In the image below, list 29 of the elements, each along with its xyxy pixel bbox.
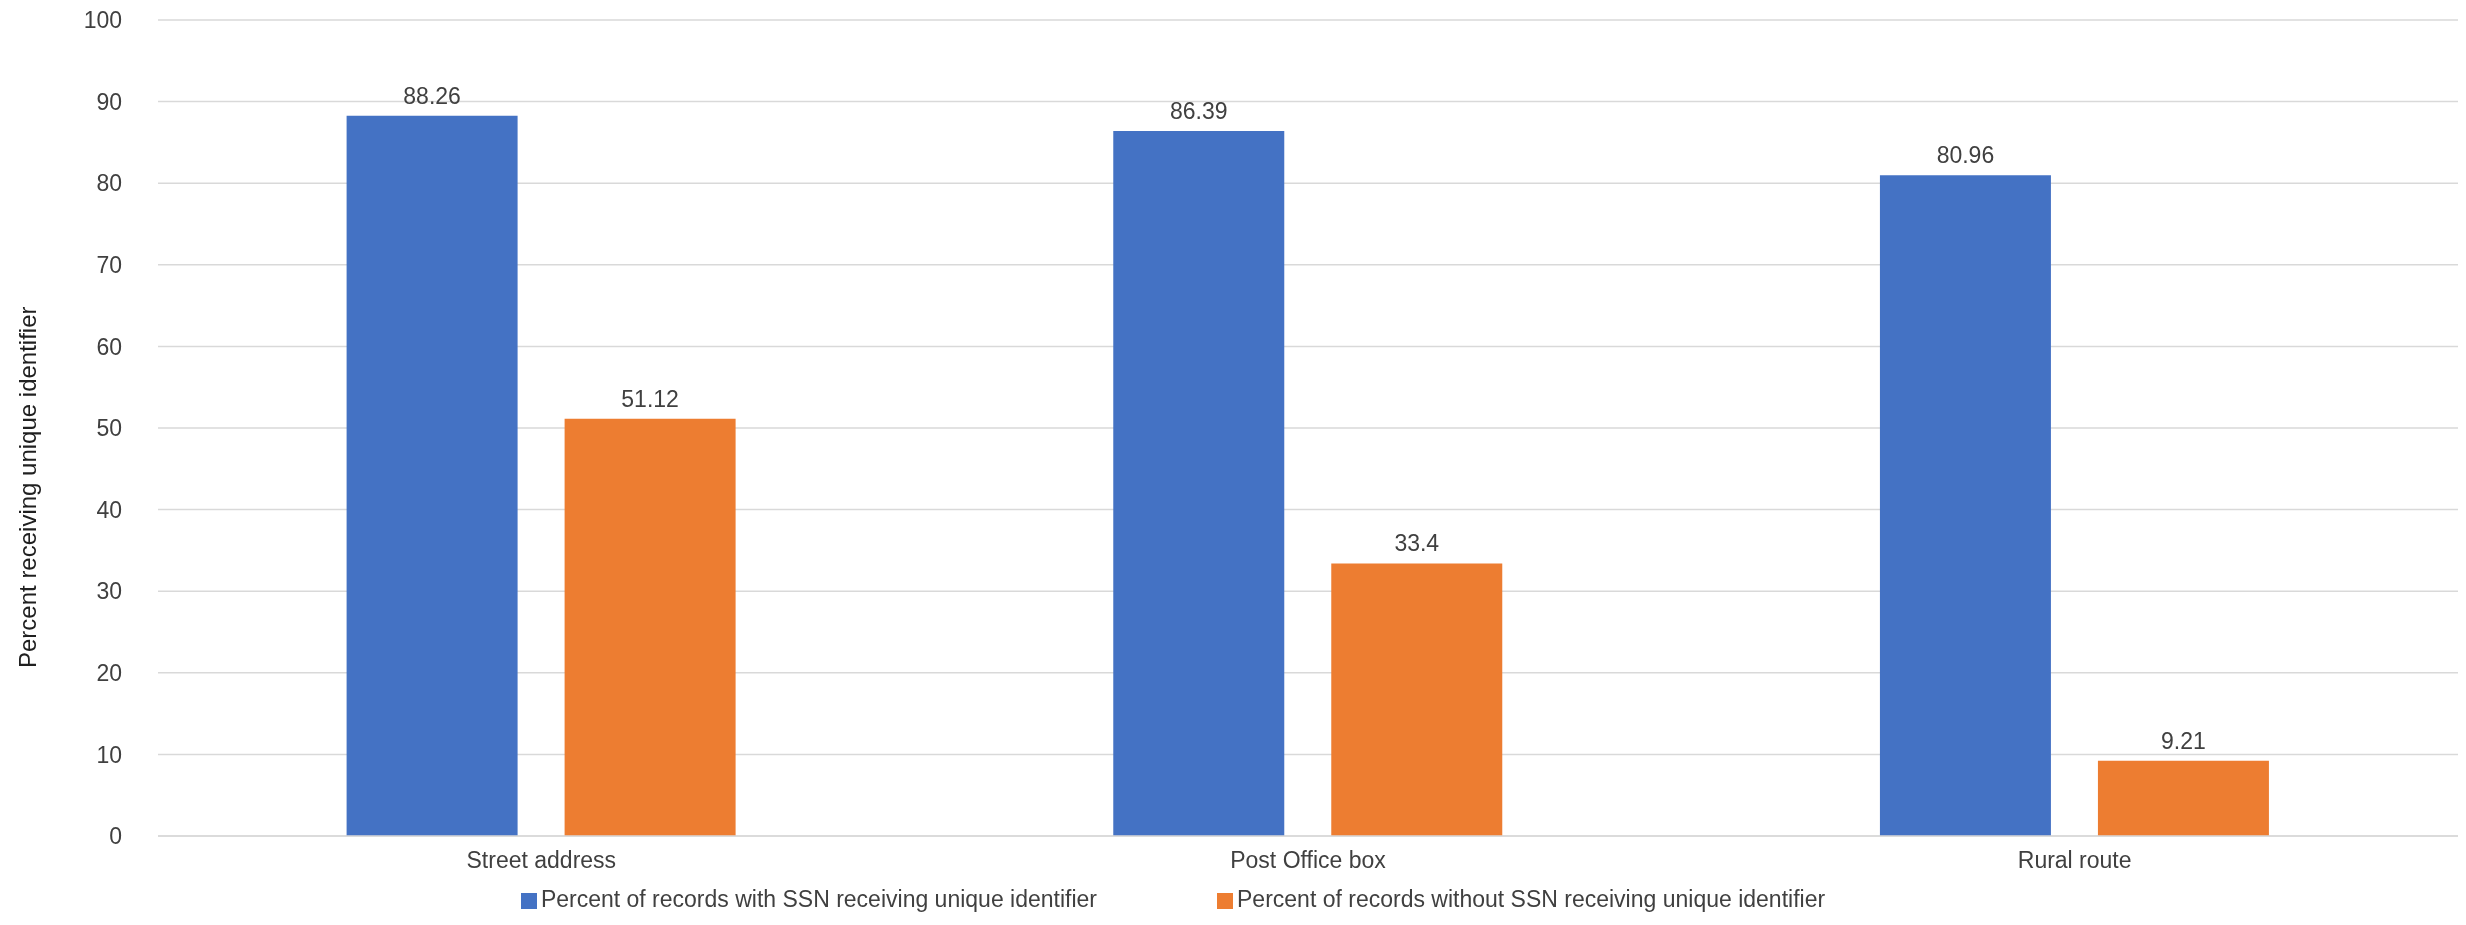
bar (1879, 175, 2051, 836)
y-tick-label: 100 (83, 7, 122, 34)
y-tick-label: 20 (96, 659, 122, 686)
legend-label: Percent of records without SSN receiving unique identifier (1237, 886, 1826, 912)
data-label: 80.96 (1936, 142, 1995, 169)
bar (2097, 760, 2269, 836)
x-tick-label: Street address (466, 847, 617, 874)
y-tick-label: 10 (96, 741, 122, 768)
y-tick-label: 70 (96, 251, 122, 278)
y-axis-title: Percent receiving unique identifier (13, 306, 41, 668)
data-label: 9.21 (2161, 727, 2206, 754)
y-tick-label: 40 (96, 496, 122, 523)
bar (1113, 131, 1285, 836)
data-label: 33.4 (1394, 530, 1440, 557)
bar (1331, 563, 1503, 836)
y-tick-label: 80 (96, 170, 122, 197)
legend-label: Percent of records with SSN receiving unique identifier (540, 886, 1098, 912)
x-tick-label: Post Office box (1230, 847, 1387, 874)
data-label: 86.39 (1169, 98, 1228, 125)
x-tick-label: Rural route (2017, 847, 2132, 874)
data-label: 88.26 (403, 82, 461, 109)
bar (346, 115, 518, 836)
y-tick-label: 90 (96, 88, 122, 115)
data-label: 51.12 (621, 385, 679, 412)
y-tick-label: 30 (96, 578, 122, 605)
y-tick-label: 50 (96, 415, 122, 442)
y-tick-label: 0 (109, 823, 122, 850)
y-tick-label: 60 (96, 333, 122, 360)
bar (564, 418, 736, 836)
